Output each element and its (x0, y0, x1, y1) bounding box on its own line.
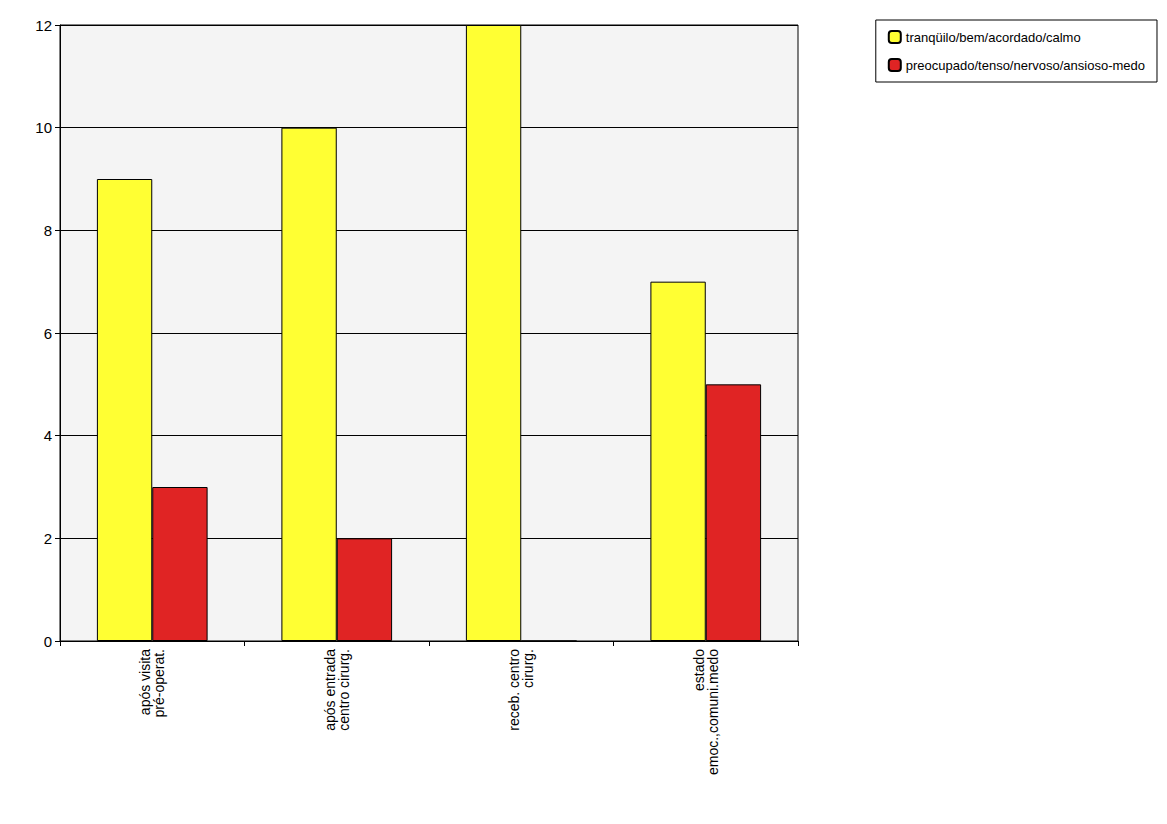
svg-text:10: 10 (35, 119, 52, 136)
svg-text:0: 0 (44, 633, 52, 650)
svg-text:cirurg.: cirurg. (520, 649, 536, 688)
svg-text:2: 2 (44, 530, 52, 547)
svg-text:tranqüilo/bem/acordado/calmo: tranqüilo/bem/acordado/calmo (906, 30, 1081, 45)
svg-text:4: 4 (44, 427, 52, 444)
svg-text:receb. centro: receb. centro (506, 649, 523, 731)
svg-text:pré-operat.: pré-operat. (151, 649, 167, 717)
svg-text:estado: estado (690, 649, 707, 691)
svg-text:12: 12 (35, 17, 52, 34)
svg-text:6: 6 (44, 325, 52, 342)
svg-text:preocupado/tenso/nervoso/ansio: preocupado/tenso/nervoso/ansioso-medo (906, 58, 1145, 73)
svg-text:8: 8 (44, 222, 52, 239)
svg-text:centro cirurg.: centro cirurg. (336, 649, 352, 731)
svg-text:emoc.,comuni.medo: emoc.,comuni.medo (705, 649, 721, 775)
svg-text:após entrada: após entrada (321, 649, 338, 731)
svg-text:após visita: após visita (137, 649, 154, 716)
